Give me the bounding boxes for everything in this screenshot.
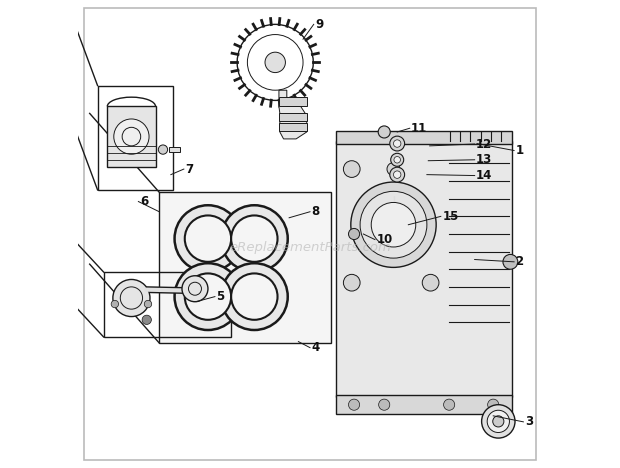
Circle shape <box>182 276 208 302</box>
Circle shape <box>390 167 405 182</box>
Circle shape <box>351 182 436 267</box>
Polygon shape <box>279 90 307 139</box>
Polygon shape <box>335 141 512 397</box>
Circle shape <box>503 255 518 269</box>
Text: 12: 12 <box>476 138 492 151</box>
Polygon shape <box>159 192 331 343</box>
Circle shape <box>111 300 118 308</box>
Circle shape <box>113 279 150 316</box>
Circle shape <box>422 274 439 291</box>
Bar <box>335 131 512 144</box>
Text: 6: 6 <box>140 195 148 208</box>
Text: 13: 13 <box>476 154 492 166</box>
Circle shape <box>231 273 278 320</box>
Circle shape <box>348 228 360 240</box>
Text: 7: 7 <box>185 162 193 176</box>
Circle shape <box>493 416 504 427</box>
Bar <box>169 147 180 153</box>
Text: 15: 15 <box>442 210 459 223</box>
Circle shape <box>394 140 401 147</box>
Circle shape <box>482 405 515 438</box>
Text: 14: 14 <box>476 169 492 182</box>
Circle shape <box>231 215 278 262</box>
Circle shape <box>394 156 401 163</box>
Text: 5: 5 <box>216 290 224 303</box>
Circle shape <box>488 399 498 410</box>
Circle shape <box>391 154 404 166</box>
Circle shape <box>221 205 288 272</box>
Circle shape <box>142 315 151 324</box>
Circle shape <box>158 145 167 154</box>
Circle shape <box>265 52 285 73</box>
Text: 3: 3 <box>525 416 533 428</box>
Bar <box>335 395 512 414</box>
Bar <box>107 106 156 167</box>
Circle shape <box>185 215 231 262</box>
Circle shape <box>390 136 405 151</box>
Circle shape <box>221 263 288 330</box>
Circle shape <box>443 399 454 410</box>
Circle shape <box>394 171 401 178</box>
Text: 11: 11 <box>411 122 427 135</box>
Text: 2: 2 <box>515 256 524 268</box>
Text: 8: 8 <box>311 205 320 218</box>
Text: 4: 4 <box>311 341 320 354</box>
Text: 9: 9 <box>315 18 324 31</box>
Circle shape <box>175 263 241 330</box>
Circle shape <box>360 191 427 258</box>
Bar <box>279 97 307 105</box>
Circle shape <box>387 162 400 176</box>
Text: 1: 1 <box>515 144 524 157</box>
Circle shape <box>343 161 360 177</box>
Circle shape <box>371 203 416 247</box>
Circle shape <box>348 399 360 410</box>
Circle shape <box>144 300 152 308</box>
Circle shape <box>114 119 149 154</box>
Circle shape <box>487 410 510 432</box>
Circle shape <box>175 205 241 272</box>
Bar <box>279 113 307 121</box>
Circle shape <box>185 273 231 320</box>
Text: eReplacementParts.com: eReplacementParts.com <box>229 241 391 255</box>
Circle shape <box>343 274 360 291</box>
Text: 10: 10 <box>376 233 392 246</box>
Circle shape <box>378 126 390 138</box>
Bar <box>279 123 307 131</box>
Circle shape <box>379 399 390 410</box>
